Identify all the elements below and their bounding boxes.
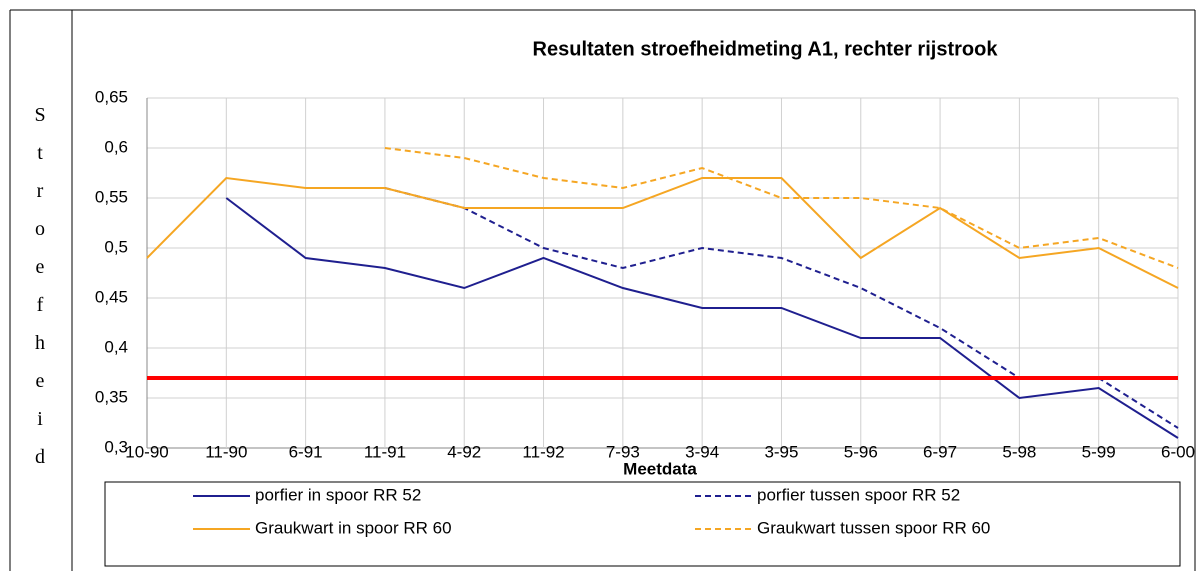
series-line	[225, 197, 1179, 439]
y-tick-label: 0,65	[95, 87, 128, 106]
x-tick-label: 11-91	[364, 442, 406, 461]
legend-label: porfier in spoor RR 52	[255, 485, 421, 504]
y-tick-label: 0,35	[95, 387, 128, 406]
x-tick-label: 5-96	[844, 442, 878, 461]
x-axis-label: Meetdata	[623, 459, 697, 478]
x-tick-label: 11-92	[522, 442, 564, 461]
x-tick-label: 3-94	[685, 442, 719, 461]
x-tick-label: 10-90	[125, 442, 168, 461]
x-tick-label: 6-97	[923, 442, 957, 461]
series-line	[384, 187, 1179, 429]
y-tick-label: 0,3	[104, 437, 128, 456]
x-tick-label: 6-91	[289, 442, 323, 461]
legend-label: Graukwart in spoor RR 60	[255, 518, 452, 537]
x-tick-label: 11-90	[205, 442, 247, 461]
legend-box	[104, 481, 1181, 567]
x-tick-label: 3-95	[764, 442, 798, 461]
legend-label: Graukwart tussen spoor RR 60	[757, 518, 990, 537]
x-tick-label: 5-98	[1002, 442, 1036, 461]
y-tick-label: 0,5	[104, 237, 128, 256]
x-tick-label: 6-00	[1161, 442, 1195, 461]
series-line	[146, 176, 1179, 289]
y-axis-label: Stroefheid	[29, 104, 51, 484]
x-tick-label: 4-92	[447, 442, 481, 461]
series-line	[384, 147, 1179, 269]
y-tick-label: 0,45	[95, 287, 128, 306]
chart-title: Resultaten stroefheidmeting A1, rechter …	[533, 38, 999, 60]
y-tick-label: 0,4	[104, 337, 128, 356]
y-tick-label: 0,6	[104, 137, 128, 156]
x-tick-label: 5-99	[1082, 442, 1116, 461]
legend-label: porfier tussen spoor RR 52	[757, 485, 960, 504]
x-tick-label: 7-93	[606, 442, 640, 461]
y-tick-label: 0,55	[95, 187, 128, 206]
